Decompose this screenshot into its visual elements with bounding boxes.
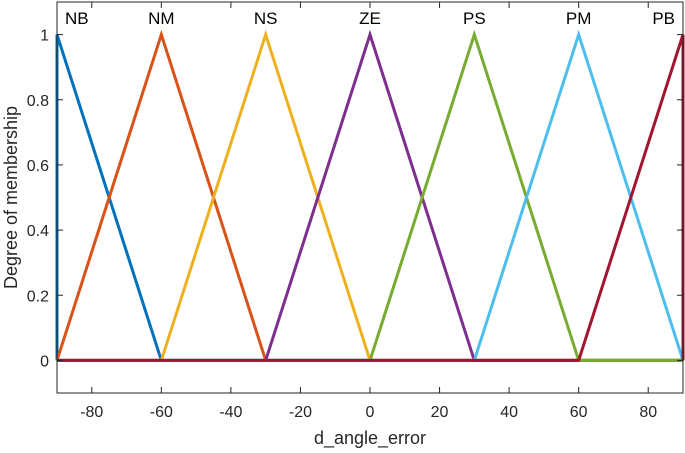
series-label-ze: ZE	[359, 9, 381, 28]
labels-layer: NB NM NS ZE PS PM PB	[65, 9, 675, 28]
y-axis-label: Degree of membership	[1, 106, 21, 289]
series-label-nb: NB	[65, 9, 89, 28]
y-tick-label: 0	[40, 353, 49, 370]
x-tick-label: 20	[431, 404, 449, 421]
series-label-nm: NM	[148, 9, 174, 28]
x-tick-label: 80	[639, 404, 657, 421]
plot-area	[57, 2, 683, 393]
series-label-pm: PM	[566, 9, 592, 28]
series-label-ps: PS	[463, 9, 486, 28]
plot-background	[57, 2, 683, 393]
y-tick-label: 0.4	[27, 223, 49, 240]
series-label-pb: PB	[652, 9, 675, 28]
x-tick-label: 0	[366, 404, 375, 421]
x-tick-label: 60	[570, 404, 588, 421]
series-layer	[55, 29, 685, 362]
series-label-ns: NS	[254, 9, 278, 28]
x-tick-label: -20	[289, 404, 312, 421]
y-tick-label: 0.8	[27, 93, 49, 110]
y-tick-label: 0.6	[27, 158, 49, 175]
x-tick-label: -40	[219, 404, 242, 421]
y-tick-label: 1	[40, 28, 49, 45]
x-tick-label: -80	[80, 404, 103, 421]
y-tick-label: 0.2	[27, 288, 49, 305]
x-tick-label: -60	[150, 404, 173, 421]
x-tick-label: 40	[500, 404, 518, 421]
axes-layer: -80 -60 -40 -20 0 20 40 60 80 0 0.2 0.4 0.6 0.8 1	[27, 1, 684, 421]
x-axis-label: d_angle_error	[314, 428, 426, 449]
